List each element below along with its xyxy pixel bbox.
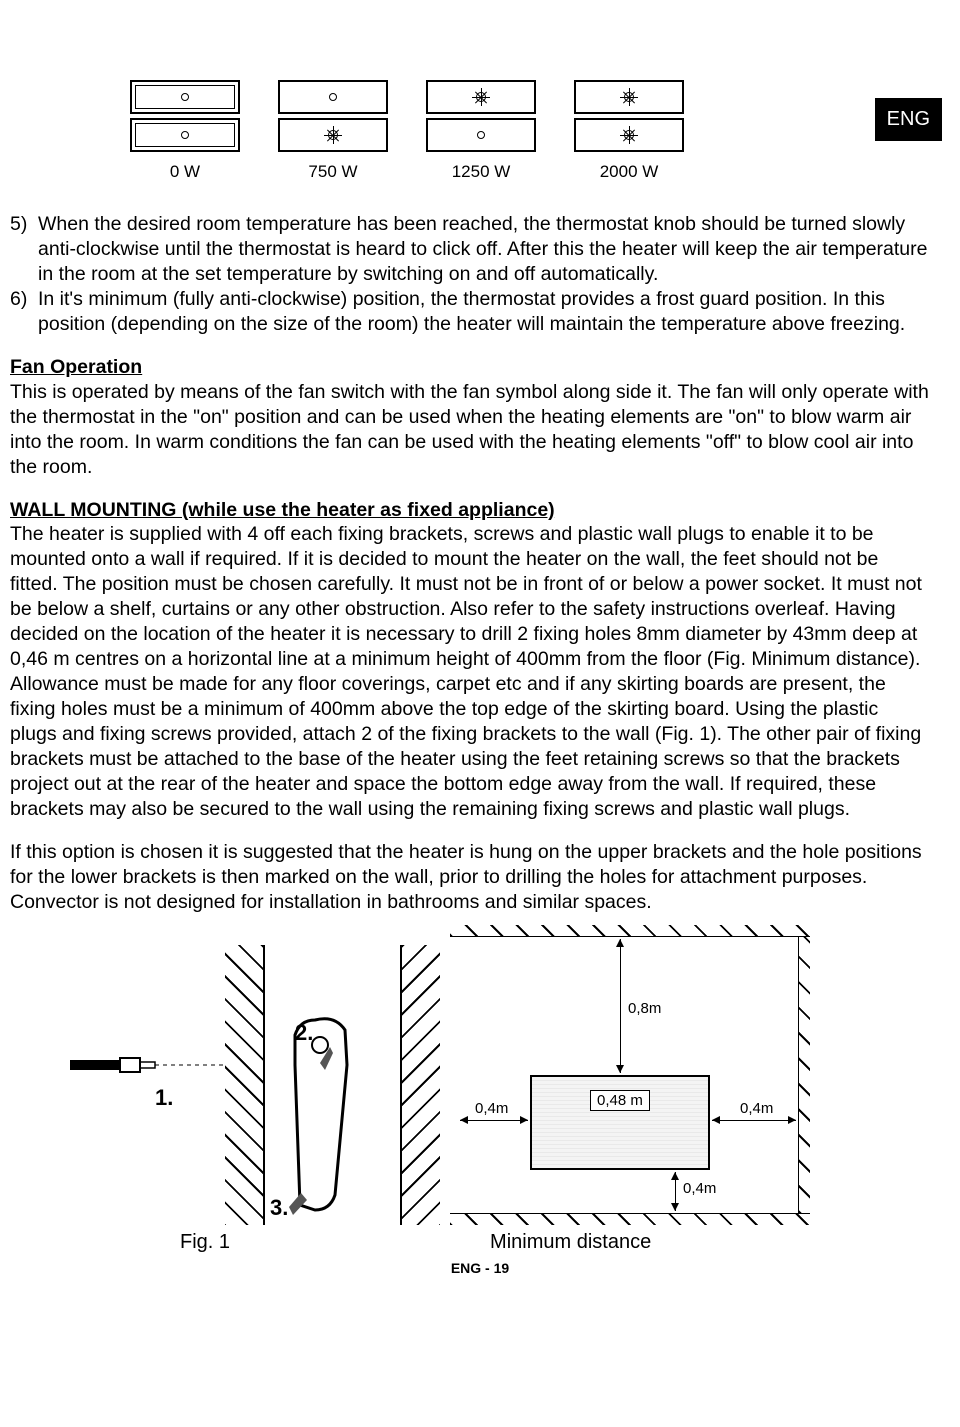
list-item-5: 5) When the desired room temperature has… bbox=[10, 212, 930, 287]
body-text: 5) When the desired room temperature has… bbox=[10, 212, 930, 915]
switch-top-0w bbox=[130, 80, 240, 114]
wattage-diagram: 0 W 750 W 1250 W 2000 W bbox=[130, 80, 960, 182]
fan-operation-heading: Fan Operation bbox=[10, 355, 930, 380]
switch-bottom-750w bbox=[278, 118, 388, 152]
switch-top-2000w bbox=[574, 80, 684, 114]
fig1-caption: Fig. 1 bbox=[180, 1231, 230, 1254]
dim-left-text: 0,4m bbox=[475, 1100, 508, 1117]
switch-top-1250w bbox=[426, 80, 536, 114]
drill-icon bbox=[70, 1050, 230, 1080]
switch-bottom-2000w bbox=[574, 118, 684, 152]
step-2-label: 2. bbox=[295, 1020, 313, 1046]
step-3-label: 3. bbox=[270, 1195, 288, 1221]
dim-top-arrow bbox=[620, 939, 621, 1073]
wattage-col-2000w: 2000 W bbox=[574, 80, 684, 182]
switch-bottom-1250w bbox=[426, 118, 536, 152]
wattage-label-3: 2000 W bbox=[600, 162, 659, 182]
ceiling-hatch bbox=[450, 925, 810, 937]
floor-hatch bbox=[450, 1213, 810, 1225]
wall-mounting-text-3: Convector is not designed for installati… bbox=[10, 890, 930, 915]
step-1-label: 1. bbox=[155, 1085, 173, 1111]
wattage-col-1250w: 1250 W bbox=[426, 80, 536, 182]
switch-bottom-0w bbox=[130, 118, 240, 152]
wall-mounting-text-2: If this option is chosen it is suggested… bbox=[10, 840, 930, 890]
list-item-6: 6) In it's minimum (fully anti-clockwise… bbox=[10, 287, 930, 337]
dim-right-arrow bbox=[712, 1120, 796, 1121]
switch-top-750w bbox=[278, 80, 388, 114]
figure-minimum-distance: 0,48 m 0,8m 0,4m 0,4m 0,4m bbox=[450, 925, 810, 1225]
wall-mounting-text-1: The heater is supplied with 4 off each f… bbox=[10, 522, 930, 821]
wattage-label-1: 750 W bbox=[308, 162, 357, 182]
bracket-icon bbox=[275, 1015, 365, 1215]
dim-bottom-arrow bbox=[675, 1172, 676, 1211]
fan-operation-text: This is operated by means of the fan swi… bbox=[10, 380, 930, 480]
wattage-label-2: 1250 W bbox=[452, 162, 511, 182]
dim-top-text: 0,8m bbox=[628, 1000, 661, 1017]
wattage-label-0: 0 W bbox=[170, 162, 200, 182]
wattage-col-750w: 750 W bbox=[278, 80, 388, 182]
dim-left-arrow bbox=[460, 1120, 528, 1121]
language-badge: ENG bbox=[875, 98, 942, 141]
fig2-caption: Minimum distance bbox=[490, 1231, 651, 1254]
page-footer: ENG - 19 bbox=[0, 1260, 960, 1276]
figures-row: 1. 2. 3. 0,48 m 0,8m 0,4m 0,4m bbox=[100, 925, 960, 1225]
figure-captions: Fig. 1 Minimum distance bbox=[180, 1231, 960, 1254]
figure-1: 1. 2. 3. bbox=[100, 945, 440, 1225]
dim-bottom-text: 0,4m bbox=[683, 1180, 716, 1197]
dim-right-text: 0,4m bbox=[740, 1100, 773, 1117]
dim-width-label: 0,48 m bbox=[590, 1090, 650, 1111]
right-wall-hatch bbox=[798, 937, 810, 1213]
wall-mounting-heading: WALL MOUNTING (while use the heater as f… bbox=[10, 498, 930, 523]
wattage-col-0w: 0 W bbox=[130, 80, 240, 182]
